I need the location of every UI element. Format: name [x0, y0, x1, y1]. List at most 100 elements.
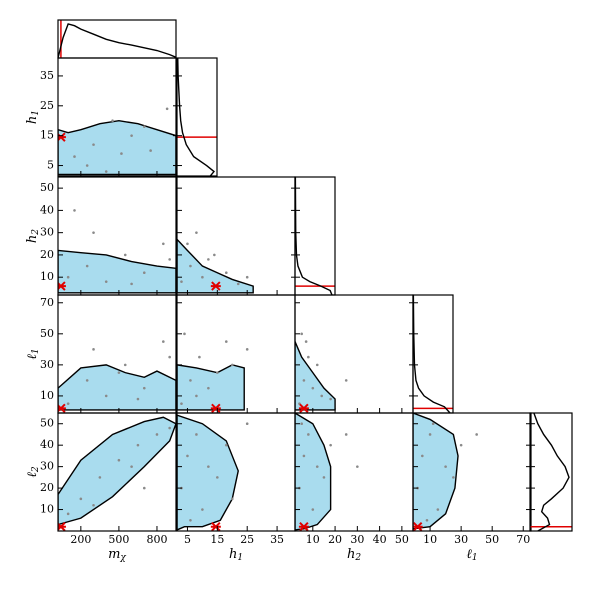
panel	[177, 332, 249, 413]
axis-symbol: h	[25, 116, 40, 124]
sample-point	[425, 518, 429, 522]
sample-point	[168, 426, 171, 430]
panel	[295, 413, 359, 531]
axis-symbol: ℓ	[25, 354, 40, 360]
credible-region	[58, 249, 176, 294]
sample-point	[245, 275, 249, 279]
sample-point	[224, 271, 228, 275]
sample-point	[155, 433, 159, 436]
y-tick-label: 50	[40, 417, 54, 430]
y-tick-label: 10	[40, 503, 54, 516]
sample-point	[459, 443, 463, 447]
y-tick-label: 10	[40, 389, 54, 402]
axis-subscript: 1	[472, 553, 478, 563]
sample-point	[302, 379, 306, 382]
panel-frame	[294, 176, 336, 296]
sample-point	[117, 371, 121, 374]
axis-label: h1	[25, 110, 41, 124]
marginal	[177, 58, 217, 176]
sample-point	[195, 433, 198, 436]
sample-point	[452, 476, 455, 479]
sample-point	[180, 280, 183, 283]
sample-point	[195, 231, 198, 234]
x-tick-label: 200	[70, 533, 91, 546]
y-tick-label: 25	[40, 99, 54, 112]
sample-point	[322, 476, 326, 479]
y-tick-label: 15	[40, 129, 54, 142]
true-marker	[210, 522, 221, 531]
panel	[58, 209, 176, 294]
credible-region	[295, 413, 332, 531]
sample-point	[92, 231, 95, 234]
sample-point	[66, 512, 70, 516]
sample-point	[300, 422, 303, 426]
credible-region	[295, 341, 336, 411]
sample-point	[117, 458, 121, 462]
sample-point	[162, 340, 165, 343]
y-tick-label: 10	[40, 270, 54, 283]
axis-symbol: ℓ	[466, 547, 472, 562]
sample-point	[245, 348, 249, 351]
sample-point	[92, 348, 95, 351]
sample-point	[149, 149, 152, 152]
sample-point	[436, 508, 440, 511]
true-marker	[413, 522, 423, 531]
sample-point	[307, 355, 310, 359]
marginal	[413, 295, 453, 413]
y-tick-label: 20	[40, 248, 54, 261]
true-marker	[298, 403, 309, 413]
sample-point	[183, 332, 186, 336]
sample-point	[98, 476, 102, 479]
x-tick-label: 40	[373, 533, 387, 546]
y-tick-label: 50	[40, 327, 54, 340]
sample-point	[85, 379, 89, 382]
sample-point	[136, 443, 140, 447]
y-tick-label: 50	[40, 181, 54, 194]
panel-frame	[176, 57, 218, 177]
sample-point	[315, 465, 319, 468]
sample-point	[230, 363, 234, 367]
panel	[58, 107, 176, 176]
sample-point	[213, 253, 216, 257]
sample-point	[85, 164, 89, 167]
sample-point	[302, 454, 306, 458]
sample-point	[224, 443, 228, 447]
sample-point	[307, 433, 310, 436]
sample-point	[311, 386, 315, 390]
sample-point	[142, 486, 146, 490]
sample-point	[123, 363, 127, 367]
sample-point	[142, 271, 146, 275]
sample-point	[130, 465, 133, 468]
x-tick-label: 500	[108, 533, 129, 546]
sample-point	[66, 402, 70, 405]
sample-point	[189, 264, 192, 268]
y-tick-label: 5	[47, 159, 54, 172]
panel	[295, 332, 348, 413]
x-tick-label: 15	[210, 533, 224, 546]
sample-point	[320, 394, 324, 398]
sample-point	[431, 422, 435, 426]
sample-point	[216, 371, 219, 374]
axis-subscript: 2	[31, 229, 41, 236]
credible-region	[58, 120, 176, 176]
y-tick-label: 70	[40, 296, 54, 309]
panel	[58, 416, 176, 531]
sample-point	[315, 363, 319, 367]
sample-point	[230, 497, 234, 501]
axis-subscript: 2	[354, 553, 361, 563]
axis-symbol: m	[108, 547, 120, 562]
axis-subscript: 2	[31, 466, 41, 473]
axis-label: h1	[229, 547, 243, 563]
sample-point	[186, 242, 189, 246]
sample-point	[329, 443, 332, 447]
sample-point	[168, 258, 171, 261]
sample-point	[344, 433, 348, 436]
x-tick-label: 50	[485, 533, 499, 546]
y-tick-label: 30	[40, 358, 54, 371]
axis-subscript: 1	[31, 110, 41, 116]
sample-point	[189, 518, 192, 522]
sample-point	[329, 397, 332, 401]
axis-label: ℓ1	[466, 547, 477, 563]
axis-label: ℓ2	[25, 466, 41, 477]
